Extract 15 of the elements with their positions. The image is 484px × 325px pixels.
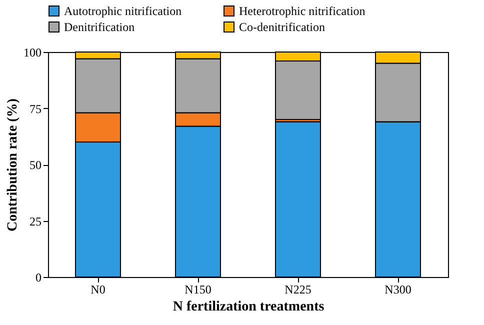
y-tick-label: 25 <box>30 214 42 228</box>
x-tick-label: N0 <box>90 282 106 296</box>
x-tick-label: N150 <box>184 282 212 296</box>
y-tick-label: 100 <box>24 46 42 60</box>
y-axis-title: Contribution rate (%) <box>6 98 20 232</box>
legend-label: Autotrophic nitrification <box>64 4 182 18</box>
legend-label: Denitrification <box>64 20 135 34</box>
y-tick-label: 0 <box>36 270 42 284</box>
y-tick-label: 50 <box>30 158 42 172</box>
x-tick-label: N300 <box>384 282 412 296</box>
legend-label: Co-denitrification <box>239 20 325 34</box>
y-tick-label: 75 <box>30 102 42 116</box>
x-axis-title: N fertilization treatments <box>172 300 325 314</box>
x-tick-label: N225 <box>284 282 312 296</box>
legend-label: Heterotrophic nitrification <box>239 4 366 18</box>
